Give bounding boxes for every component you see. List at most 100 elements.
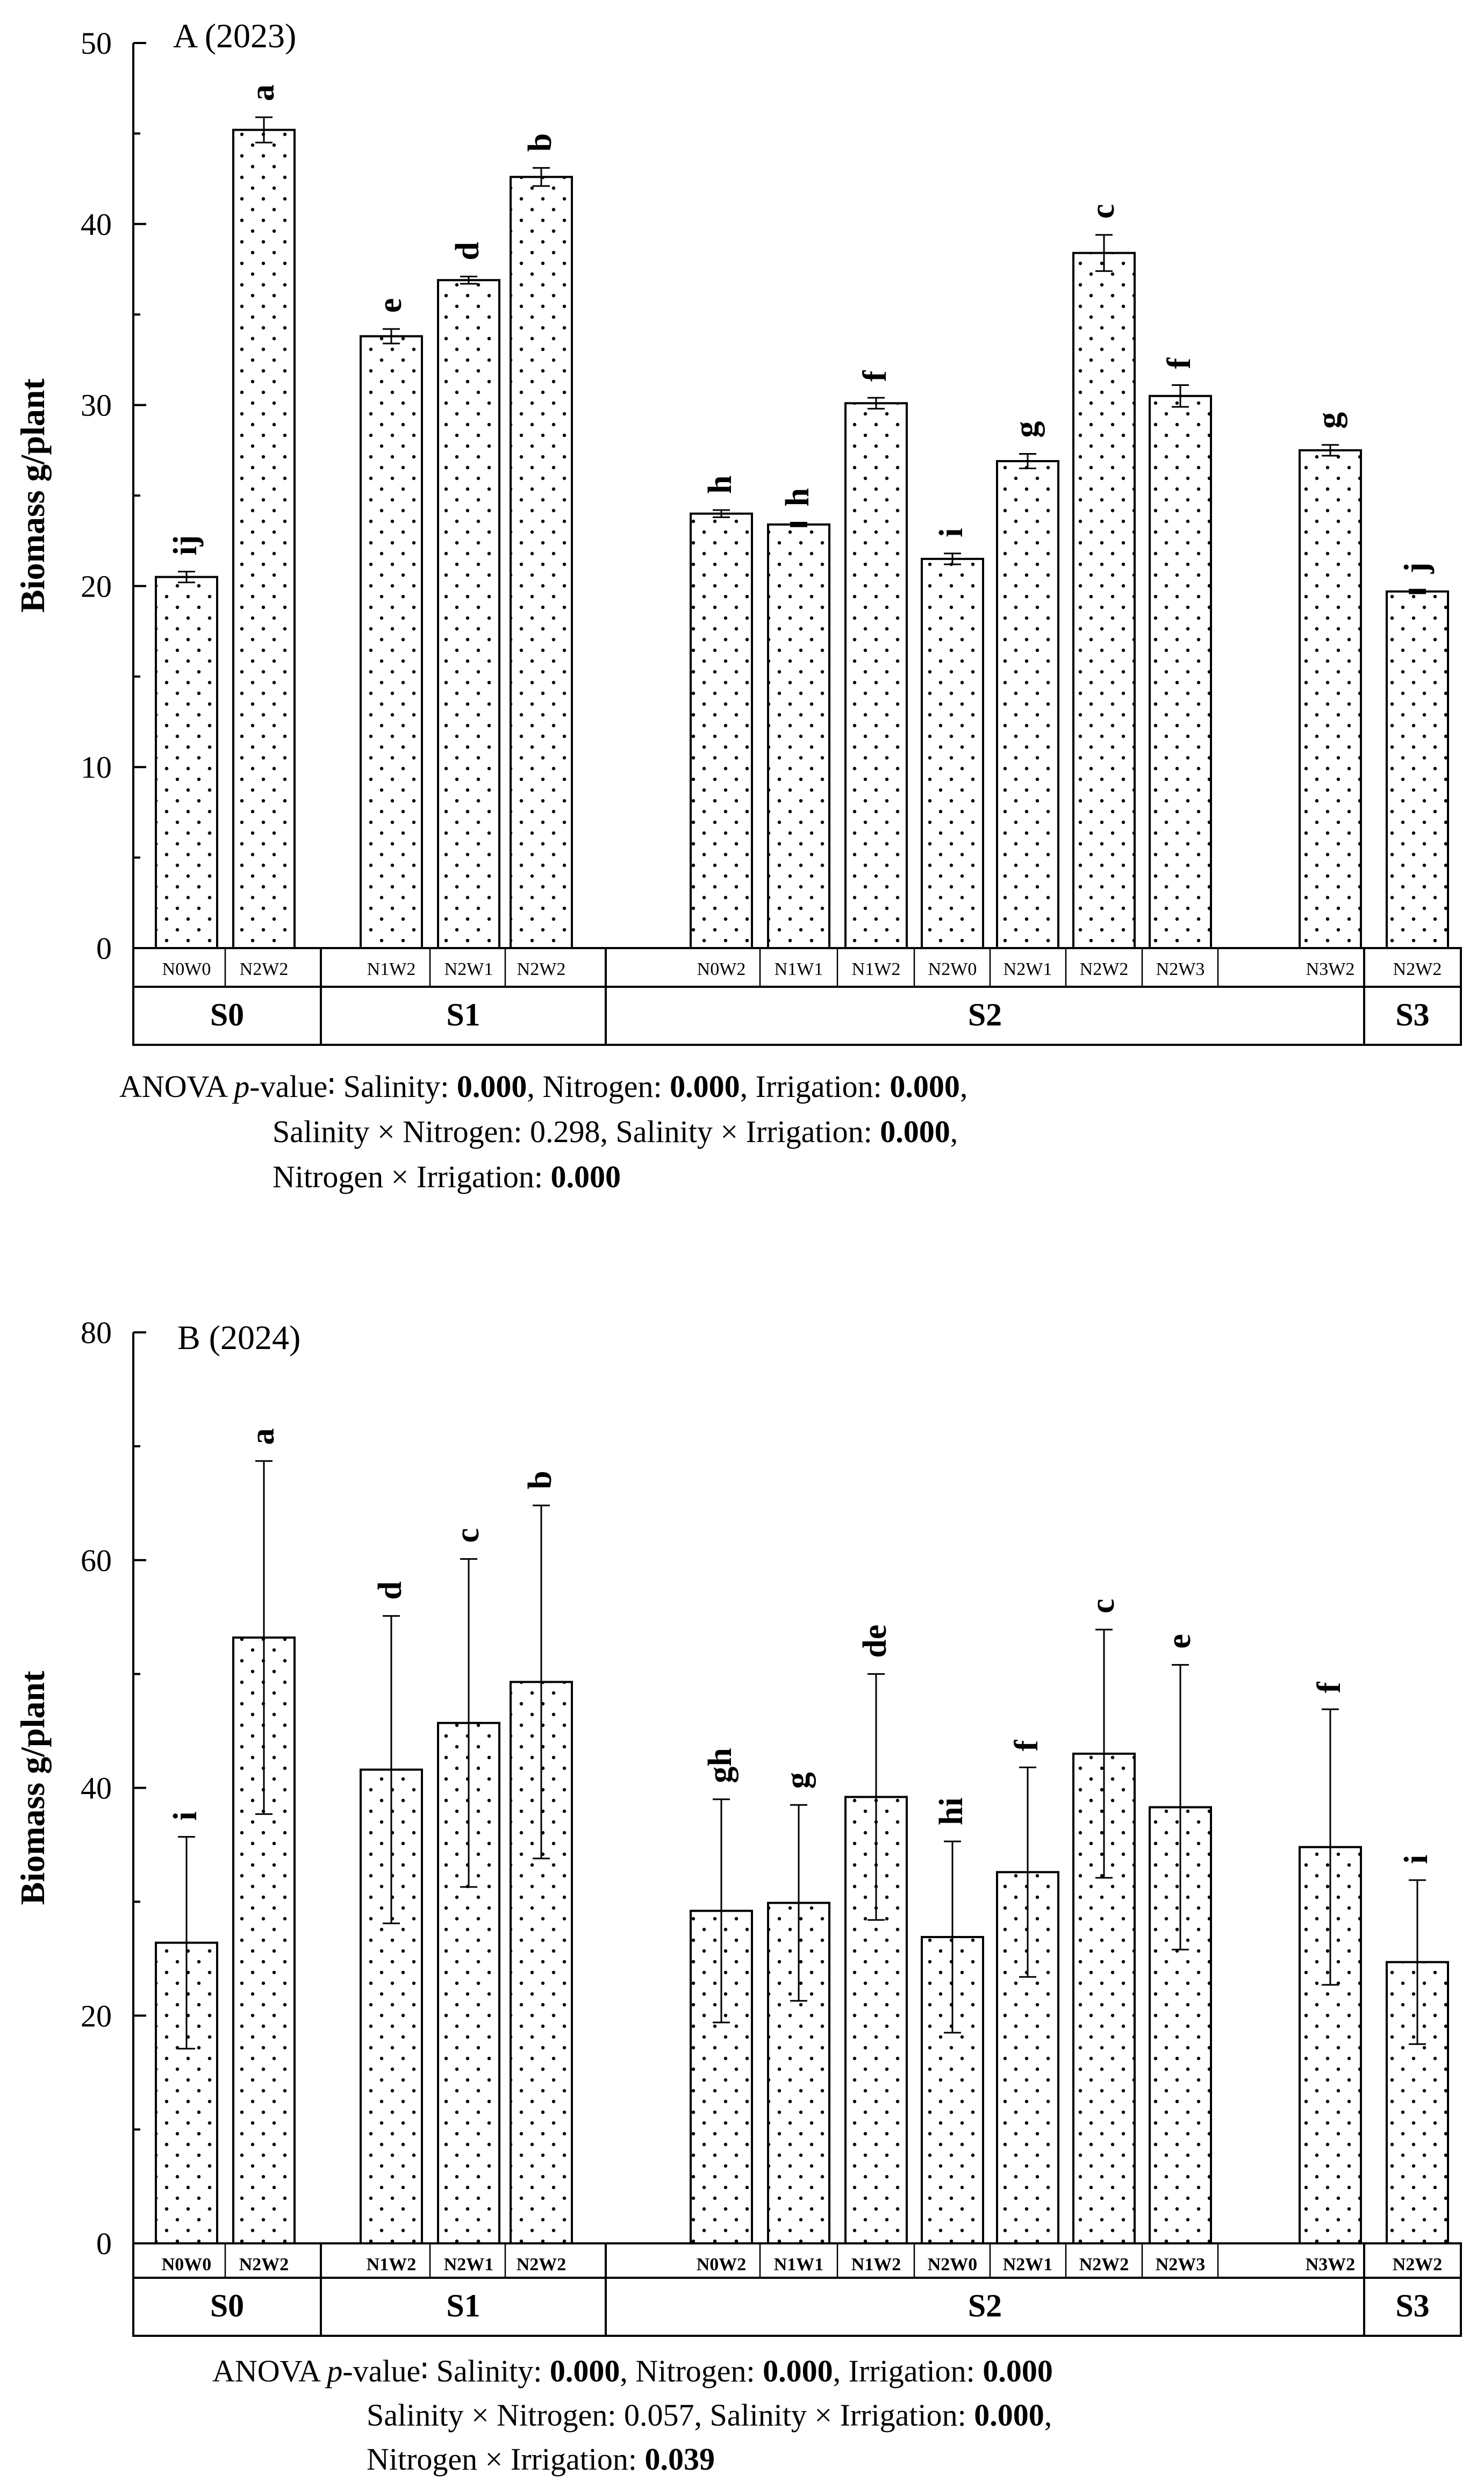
panel-a-category-label: N2W1 (445, 959, 493, 979)
panel-a-y-tick-label: 0 (96, 931, 112, 966)
panel-a-bar (1149, 394, 1212, 949)
panel-b-category-label: N0W0 (162, 2255, 212, 2275)
panel-a-group-label-s1: S1 (446, 997, 480, 1032)
panel-a-bar (767, 523, 830, 949)
anova-text-segment: , Irrigation: (833, 2354, 983, 2388)
anova-text-segment: 0.000 (763, 2354, 833, 2388)
anova-text-segment: -value∶ Salinity: (342, 2354, 550, 2388)
panel-b-group-label-s2: S2 (968, 2288, 1002, 2323)
panel-a-bar (921, 557, 984, 949)
panel-a-category-label: N2W1 (1003, 959, 1052, 979)
panel-b-significance-letter: c (1085, 1598, 1121, 1613)
anova-text-segment: 0.000 (456, 1069, 527, 1104)
anova-text-segment: , (950, 1114, 958, 1149)
panel-a-category-label: N2W0 (928, 959, 977, 979)
panel-a-significance-letter: g (1008, 421, 1045, 438)
anova-text-segment: , Irrigation: (740, 1069, 890, 1104)
panel-b-y-tick-label: 80 (81, 1315, 112, 1350)
panel-b-significance-letter: i (167, 1811, 204, 1820)
panel-a-y-tick-label: 10 (81, 750, 112, 785)
panel-a-significance-letter: i (933, 528, 970, 537)
panel-a-bar (437, 279, 500, 949)
anova-text-segment: ANOVA (119, 1069, 234, 1104)
anova-text-segment: 0.000 (550, 1159, 621, 1194)
panel-b-significance-letter: f (1311, 1681, 1347, 1693)
panel-a-category-label: N2W2 (1080, 959, 1129, 979)
panel-a-bar (232, 128, 296, 950)
panel-a-category-label: N2W3 (1156, 959, 1205, 979)
panel-b-anova-line-1: ANOVA p-value∶ Salinity: 0.000, Nitrogen… (212, 2349, 1053, 2394)
panel-b-category-label: N2W1 (444, 2255, 494, 2275)
panel-a-group-label-s0: S0 (210, 997, 244, 1032)
panel-b-significance-letter: hi (933, 1797, 970, 1825)
panel-b-y-tick-label: 60 (81, 1543, 112, 1578)
panel-a-bar (155, 576, 218, 950)
anova-text-segment: 0.000 (549, 2354, 620, 2388)
panel-b-chart: 0 20 40 60 80 Biomass g/plant B (2024) i N0W0 a N2… (13, 1315, 1462, 2337)
panel-a-category-label: N0W2 (697, 959, 746, 979)
panel-b-significance-letter: d (372, 1581, 408, 1599)
panel-b-group-label-s1: S1 (446, 2288, 480, 2323)
panel-a-category-label: N2W2 (1393, 959, 1442, 979)
panel-a-significance-letter: c (1085, 204, 1121, 219)
panel-b-category-label: N2W1 (1003, 2255, 1053, 2275)
panel-b-bar (1149, 1806, 1212, 2245)
panel-a-significance-letter: a (245, 84, 281, 101)
panel-a-anova-line-1: ANOVA p-value∶ Salinity: 0.000, Nitrogen… (119, 1064, 967, 1109)
panel-b-category-table-frame (132, 2242, 1462, 2337)
panel-b-category-label: N1W1 (774, 2255, 824, 2275)
panel-a-bar (1299, 449, 1362, 949)
anova-text-segment: 0.000 (670, 1069, 740, 1104)
panel-a-bar (1072, 252, 1136, 949)
panel-a-group-label-s2: S2 (968, 997, 1002, 1032)
panel-b-category-label: N2W2 (239, 2255, 289, 2275)
panel-a-category-table-frame (132, 947, 1462, 1046)
panel-b-category-label: N2W0 (928, 2255, 978, 2275)
anova-text-segment: 0.000 (983, 2354, 1053, 2388)
panel-a-significance-letter: ij (167, 535, 204, 556)
panel-a-significance-letter: h (702, 475, 739, 493)
panel-b-significance-letter: e (1161, 1634, 1198, 1649)
panel-a-category-label: N2W2 (240, 959, 289, 979)
panel-a-significance-letter: f (857, 370, 893, 382)
panel-b-category-label: N1W2 (367, 2255, 417, 2275)
anova-text-segment: , (959, 1069, 968, 1104)
panel-b-category-label: N0W2 (697, 2255, 747, 2275)
panel-b-category-label: N2W2 (1393, 2255, 1443, 2275)
panel-a-significance-letter: g (1311, 412, 1347, 429)
panel-b-y-tick-label: 40 (81, 1771, 112, 1806)
anova-text-segment: 0.000 (974, 2398, 1044, 2433)
panel-b-category-label: N2W2 (517, 2255, 567, 2275)
anova-text-segment: -value∶ Salinity: (249, 1069, 457, 1104)
panel-a-bar (690, 512, 753, 949)
panel-b-significance-letter: c (449, 1528, 486, 1543)
panel-b-significance-letter: gh (702, 1748, 739, 1783)
anova-text-segment: ANOVA (212, 2354, 327, 2388)
panel-b-significance-letter: g (779, 1772, 816, 1789)
panel-a-category-label: N1W1 (775, 959, 823, 979)
panel-b-y-tick-label: 0 (96, 2226, 112, 2261)
anova-text-segment: 0.000 (880, 1114, 950, 1149)
panel-a-y-tick-label: 30 (81, 388, 112, 423)
panel-b-category-label: N2W3 (1156, 2255, 1206, 2275)
panel-b-significance-letter: b (522, 1471, 558, 1489)
panel-b-significance-letter: f (1008, 1739, 1045, 1751)
panel-a-significance-letter: b (522, 133, 558, 152)
anova-text-segment: , Nitrogen: (620, 2354, 763, 2388)
panel-a-bar (360, 335, 423, 950)
panel-b-category-label: N3W2 (1306, 2255, 1356, 2275)
panel-b-panel-title: B (2024) (177, 1318, 300, 1357)
anova-text-segment: Nitrogen × Irrigation: (367, 2442, 645, 2477)
panel-a-bar (996, 460, 1059, 949)
panel-b-category-label: N2W2 (1079, 2255, 1129, 2275)
panel-a-category-label: N1W2 (852, 959, 901, 979)
panel-a-y-axis-title: Biomass g/plant (13, 378, 52, 612)
anova-text-segment: Salinity × Nitrogen: 0.298, Salinity × I… (273, 1114, 880, 1149)
panel-a-significance-letter: j (1398, 562, 1435, 574)
panel-b-group-label-s0: S0 (210, 2288, 244, 2323)
panel-b-group-label-s3: S3 (1395, 2288, 1429, 2323)
panel-b-y-tick-label: 20 (81, 1998, 112, 2033)
panel-b-anova-line-2: Salinity × Nitrogen: 0.057, Salinity × I… (367, 2393, 1052, 2438)
